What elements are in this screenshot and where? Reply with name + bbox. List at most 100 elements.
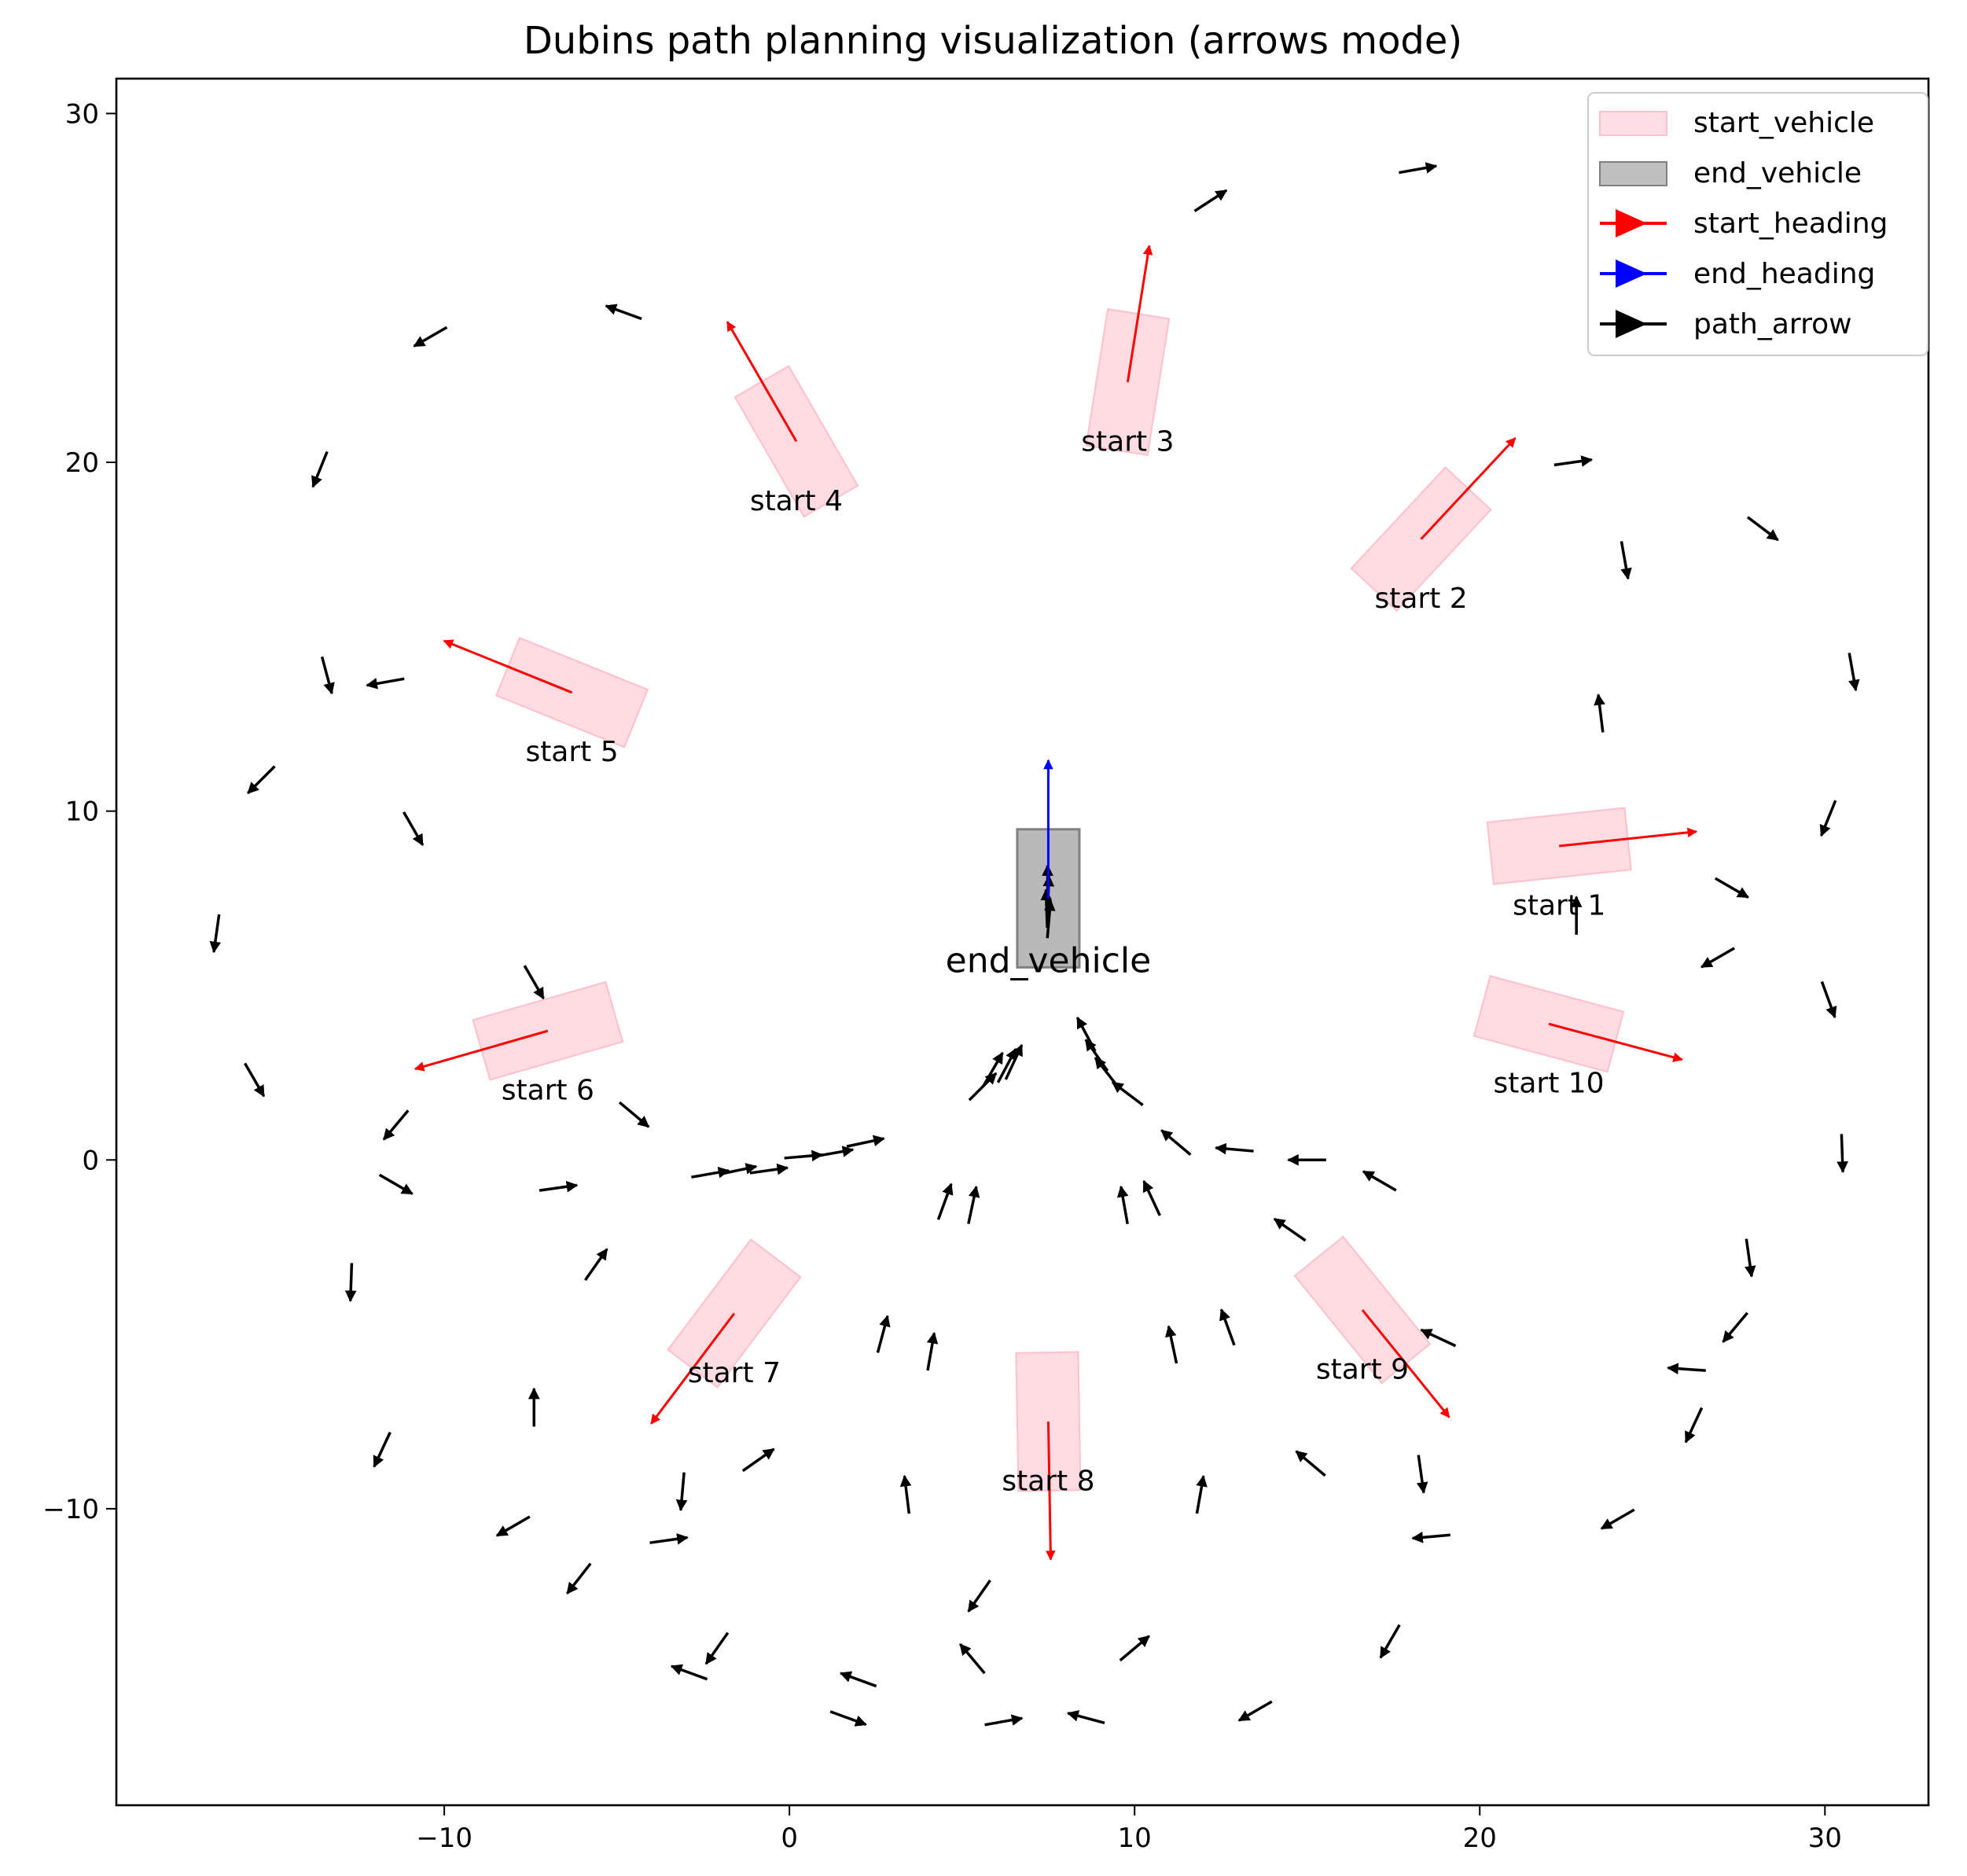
path-arrow <box>784 1150 824 1162</box>
path-arrow <box>1165 1325 1178 1364</box>
path-arrow <box>899 1474 912 1514</box>
path-arrow <box>1819 800 1837 837</box>
path-arrow <box>244 1062 266 1098</box>
path-arrow <box>675 1472 688 1512</box>
path-arrow <box>1084 1039 1109 1072</box>
path-arrow <box>967 1185 980 1224</box>
path-arrow <box>1219 1308 1236 1346</box>
path-arrow <box>1075 1016 1097 1052</box>
legend-swatch-end-vehicle <box>1599 161 1667 186</box>
path-arrow <box>749 1163 789 1175</box>
path-arrow <box>670 1664 708 1681</box>
path-arrow <box>495 1515 531 1537</box>
path-arrow <box>1273 1217 1307 1242</box>
path-arrow <box>1722 1311 1748 1343</box>
end-vehicle-label: end_vehicle <box>946 940 1152 980</box>
start-vehicle-label: start 3 <box>1081 425 1174 458</box>
plot-frame <box>115 77 1930 1807</box>
path-arrow <box>1094 1057 1120 1089</box>
start-vehicle-label: start 4 <box>750 485 843 517</box>
start-vehicle-label: start 5 <box>525 736 618 768</box>
path-arrow <box>958 1643 986 1675</box>
x-tick-label: 0 <box>781 1823 798 1854</box>
path-arrow <box>1295 1450 1326 1477</box>
path-arrow <box>1119 1635 1150 1662</box>
path-arrow <box>1746 516 1779 542</box>
path-arrow <box>382 1109 410 1141</box>
path-arrows-layer <box>209 162 1860 1727</box>
path-arrow <box>1043 899 1056 939</box>
legend-swatch-start-heading <box>1616 209 1647 237</box>
path-arrow <box>968 1072 998 1102</box>
legend: start_vehicle end_vehicle start_headingend… <box>1587 92 1928 356</box>
legend-swatch-end-heading <box>1616 259 1647 288</box>
path-arrow <box>311 451 329 488</box>
path-arrow <box>1700 947 1735 969</box>
start-heading-arrow-3 <box>1126 245 1153 383</box>
legend-label: path_arrow <box>1693 308 1852 340</box>
path-arrow <box>1362 1170 1397 1192</box>
path-arrow <box>539 1180 579 1193</box>
legend-label: start_heading <box>1693 208 1888 240</box>
path-arrow <box>984 1714 1024 1727</box>
path-arrow <box>1594 693 1605 733</box>
start-heading-arrow-5 <box>443 639 573 694</box>
path-arrow <box>1620 541 1632 580</box>
path-arrow <box>523 965 545 1000</box>
path-arrow <box>704 1631 730 1665</box>
path-arrow <box>1142 1179 1161 1216</box>
path-arrow <box>247 765 276 795</box>
path-arrow <box>1004 1043 1024 1080</box>
path-arrow <box>741 1447 775 1473</box>
path-arrow <box>1379 1624 1401 1659</box>
path-arrow <box>1416 1455 1428 1494</box>
path-arrow <box>1848 653 1860 692</box>
path-arrow <box>344 1263 357 1303</box>
path-arrow <box>1214 1142 1254 1155</box>
axis-ticks: −10 0 10 20 30 −10 0 10 20 30 <box>42 98 1842 1854</box>
path-arrow <box>1399 162 1438 175</box>
legend-label: end_heading <box>1693 258 1875 290</box>
x-tick-label: 30 <box>1808 1823 1842 1854</box>
vehicle-labels-layer: start 1 start 2 start 3 start 4 start 5 start… <box>502 425 1606 1497</box>
start-heading-arrow-4 <box>726 321 798 443</box>
start-heading-arrow-1 <box>1559 827 1698 848</box>
x-tick-label: −10 <box>416 1823 472 1854</box>
path-arrow <box>1237 1700 1273 1722</box>
path-arrow <box>566 1562 592 1595</box>
start-vehicle-label: start 10 <box>1493 1068 1604 1100</box>
path-arrow <box>967 1580 991 1613</box>
start-vehicle-label: start 2 <box>1374 583 1467 615</box>
legend-swatch-start-vehicle <box>1599 111 1667 136</box>
start-heading-arrow-6 <box>414 1029 549 1072</box>
legend-label: start_vehicle <box>1693 107 1874 139</box>
path-arrow <box>1116 1185 1129 1225</box>
y-tick-label: −10 <box>42 1494 99 1525</box>
path-arrow <box>1160 1129 1192 1156</box>
headings-layer <box>414 245 1698 1561</box>
path-arrow <box>1667 1363 1706 1375</box>
start-heading-arrow-9 <box>1361 1309 1450 1418</box>
path-arrow <box>583 1248 608 1282</box>
path-arrow <box>996 1047 1017 1083</box>
path-arrow <box>691 1166 730 1179</box>
y-tick-label: 10 <box>65 796 99 828</box>
x-tick-label: 10 <box>1118 1823 1152 1854</box>
path-arrow <box>1744 1238 1756 1278</box>
legend-label: end_vehicle <box>1693 157 1862 189</box>
path-arrow <box>936 1183 954 1220</box>
path-arrow <box>366 677 405 690</box>
path-arrow <box>1411 1532 1450 1543</box>
start-vehicle-label: start 6 <box>502 1075 594 1107</box>
path-arrow <box>1195 1474 1208 1514</box>
path-arrow <box>839 1671 877 1688</box>
legend-items: start_vehicle end_vehicle start_headingend… <box>1599 107 1888 340</box>
legend-frame <box>1587 92 1928 356</box>
path-arrow <box>926 1332 939 1371</box>
path-arrow <box>618 1101 650 1128</box>
path-arrow <box>413 326 448 348</box>
path-arrow <box>605 303 642 321</box>
y-tick-label: 0 <box>82 1145 99 1176</box>
path-arrow <box>1600 1508 1635 1530</box>
start-heading-arrow-7 <box>650 1312 736 1425</box>
